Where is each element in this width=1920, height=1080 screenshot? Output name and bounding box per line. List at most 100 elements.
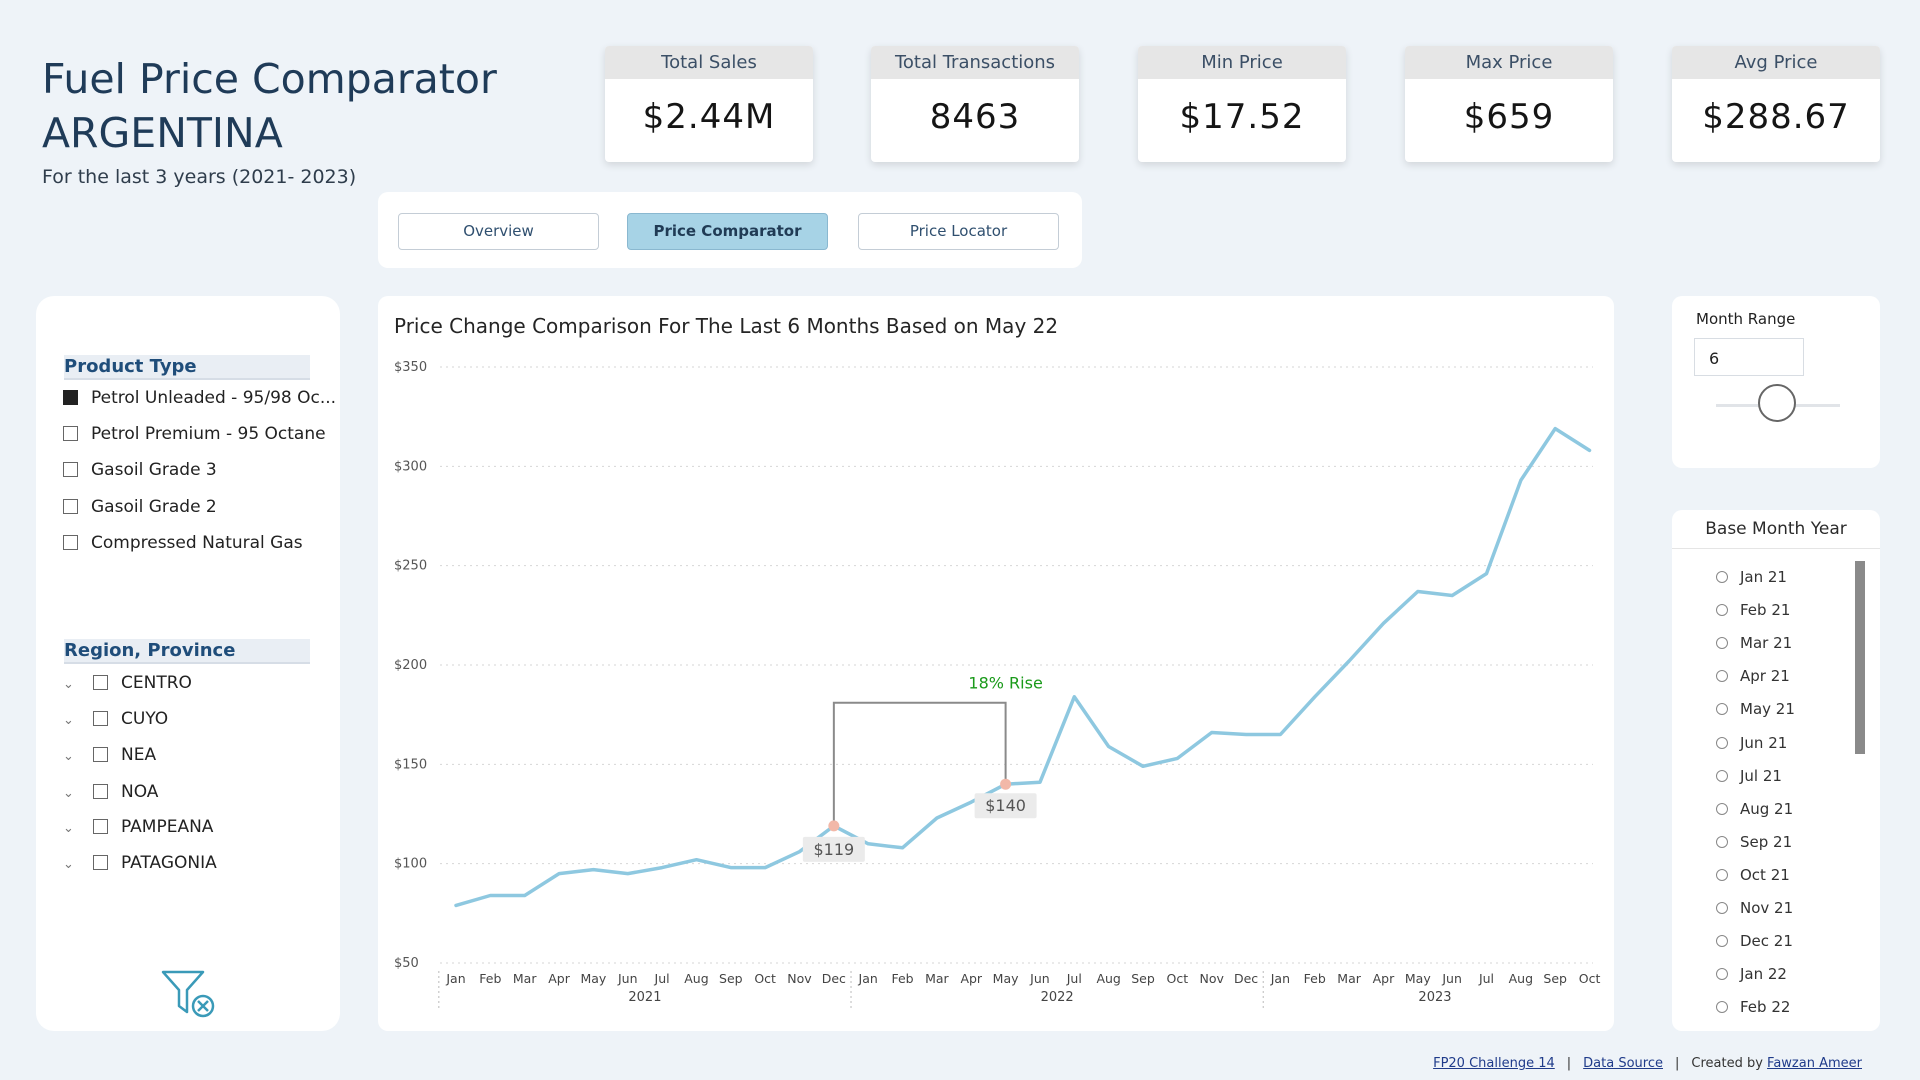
checkbox[interactable] bbox=[93, 855, 108, 870]
base-month-option[interactable]: Apr 21 bbox=[1716, 667, 1790, 685]
base-month-option[interactable]: Jan 21 bbox=[1716, 568, 1787, 586]
region-option[interactable]: ⌄ PATAGONIA bbox=[63, 853, 217, 873]
radio-button[interactable] bbox=[1716, 935, 1728, 948]
radio-button[interactable] bbox=[1716, 571, 1728, 583]
option-label: Jul 21 bbox=[1740, 766, 1782, 785]
product-option[interactable]: Gasoil Grade 3 bbox=[63, 460, 217, 480]
radio-button[interactable] bbox=[1716, 802, 1728, 815]
data-source-link[interactable]: Data Source bbox=[1583, 1056, 1663, 1071]
kpi-label: Total Sales bbox=[605, 46, 813, 79]
base-month-option[interactable]: Feb 22 bbox=[1716, 998, 1790, 1016]
option-label: CENTRO bbox=[121, 673, 192, 693]
radio-button[interactable] bbox=[1716, 769, 1728, 782]
base-month-option[interactable]: Dec 21 bbox=[1716, 932, 1793, 950]
checkbox[interactable] bbox=[63, 426, 78, 441]
chart-title: Price Change Comparison For The Last 6 M… bbox=[394, 314, 1059, 338]
kpi-label: Max Price bbox=[1405, 46, 1613, 79]
checkbox[interactable] bbox=[63, 499, 78, 514]
radio-button[interactable] bbox=[1716, 736, 1728, 749]
start-label-box bbox=[802, 836, 865, 862]
kpi-card-total-sales: Total Sales $2.44M bbox=[605, 46, 813, 162]
base-month-option[interactable]: Mar 21 bbox=[1716, 634, 1792, 652]
option-label: CUYO bbox=[121, 709, 169, 729]
x-tick-label: Jun bbox=[617, 971, 638, 986]
radio-button[interactable] bbox=[1716, 604, 1728, 617]
start-marker bbox=[828, 820, 840, 832]
base-month-option[interactable]: Aug 21 bbox=[1716, 800, 1793, 818]
author-link[interactable]: Fawzan Ameer bbox=[1767, 1056, 1862, 1071]
base-month-option[interactable]: Feb 21 bbox=[1716, 601, 1790, 619]
base-month-option[interactable]: Jan 22 bbox=[1716, 965, 1787, 983]
option-label: Sep 21 bbox=[1740, 832, 1793, 851]
product-option[interactable]: Petrol Premium - 95 Octane bbox=[63, 424, 326, 444]
tab-overview[interactable]: Overview bbox=[398, 213, 599, 250]
x-tick-label: Nov bbox=[1199, 971, 1224, 986]
kpi-card-min-price: Min Price $17.52 bbox=[1138, 46, 1346, 162]
radio-button[interactable] bbox=[1716, 637, 1728, 650]
base-month-option[interactable]: May 21 bbox=[1716, 700, 1795, 718]
option-label: PATAGONIA bbox=[121, 853, 217, 873]
product-option[interactable]: Petrol Unleaded - 95/98 Oc... bbox=[63, 388, 336, 408]
x-tick-label: Mar bbox=[1337, 971, 1361, 986]
base-month-option[interactable]: Oct 21 bbox=[1716, 866, 1790, 884]
radio-button[interactable] bbox=[1716, 968, 1728, 981]
radio-button[interactable] bbox=[1716, 703, 1728, 716]
checkbox[interactable] bbox=[93, 819, 108, 834]
month-range-input[interactable]: 6 bbox=[1694, 338, 1804, 376]
radio-button[interactable] bbox=[1716, 670, 1728, 683]
radio-button[interactable] bbox=[1716, 1001, 1728, 1014]
x-tick-label: Apr bbox=[1373, 971, 1395, 986]
region-option[interactable]: ⌄ CENTRO bbox=[63, 673, 192, 693]
region-option[interactable]: ⌄ PAMPEANA bbox=[63, 817, 213, 837]
radio-button[interactable] bbox=[1716, 835, 1728, 848]
checkbox[interactable] bbox=[63, 535, 78, 550]
base-month-option[interactable]: Jul 21 bbox=[1716, 767, 1782, 785]
option-label: Feb 22 bbox=[1740, 998, 1791, 1017]
x-tick-label: Dec bbox=[822, 971, 846, 986]
x-tick-label: Aug bbox=[1509, 971, 1533, 986]
chevron-down-icon[interactable]: ⌄ bbox=[63, 857, 74, 872]
x-tick-label: Jun bbox=[1029, 971, 1050, 986]
checkbox[interactable] bbox=[63, 390, 78, 405]
chevron-down-icon[interactable]: ⌄ bbox=[63, 821, 74, 836]
checkbox[interactable] bbox=[93, 784, 108, 799]
product-option[interactable]: Gasoil Grade 2 bbox=[63, 497, 217, 517]
option-label: May 21 bbox=[1740, 700, 1795, 719]
chevron-down-icon[interactable]: ⌄ bbox=[63, 713, 74, 728]
x-tick-label: Jun bbox=[1441, 971, 1462, 986]
radio-button[interactable] bbox=[1716, 868, 1728, 881]
region-option[interactable]: ⌄ NOA bbox=[63, 782, 158, 802]
region-slicer-title: Region, Province bbox=[64, 639, 310, 664]
challenge-link[interactable]: FP20 Challenge 14 bbox=[1433, 1056, 1555, 1071]
chevron-down-icon[interactable]: ⌄ bbox=[63, 677, 74, 692]
chevron-down-icon[interactable]: ⌄ bbox=[63, 749, 74, 764]
scrollbar[interactable] bbox=[1855, 561, 1865, 754]
x-tick-label: Jul bbox=[1478, 971, 1494, 986]
base-month-option[interactable]: Sep 21 bbox=[1716, 833, 1792, 851]
checkbox[interactable] bbox=[93, 711, 108, 726]
region-option[interactable]: ⌄ NEA bbox=[63, 745, 156, 765]
radio-button[interactable] bbox=[1716, 902, 1728, 914]
base-month-option[interactable]: Jun 21 bbox=[1716, 734, 1787, 752]
checkbox[interactable] bbox=[63, 462, 78, 477]
x-tick-label: Dec bbox=[1234, 971, 1258, 986]
product-option[interactable]: Compressed Natural Gas bbox=[63, 533, 303, 553]
checkbox[interactable] bbox=[93, 675, 108, 690]
x-tick-label: Aug bbox=[1096, 971, 1120, 986]
x-tick-label: Feb bbox=[479, 971, 501, 986]
end-marker bbox=[1000, 778, 1012, 790]
base-month-option[interactable]: Nov 21 bbox=[1716, 899, 1793, 917]
month-range-handle[interactable] bbox=[1758, 384, 1796, 422]
option-label: Jun 21 bbox=[1740, 733, 1788, 752]
tab-price-locator[interactable]: Price Locator bbox=[858, 213, 1059, 250]
clear-filter-icon[interactable] bbox=[160, 968, 216, 1020]
kpi-value: $288.67 bbox=[1702, 97, 1850, 137]
option-label: NEA bbox=[121, 745, 157, 765]
comparison-bracket bbox=[832, 701, 1007, 826]
x-tick-label: Aug bbox=[684, 971, 708, 986]
tab-price-comparator[interactable]: Price Comparator bbox=[627, 213, 828, 250]
chevron-down-icon[interactable]: ⌄ bbox=[63, 786, 74, 801]
checkbox[interactable] bbox=[93, 747, 108, 762]
region-option[interactable]: ⌄ CUYO bbox=[63, 709, 168, 729]
kpi-value: $17.52 bbox=[1179, 97, 1305, 137]
